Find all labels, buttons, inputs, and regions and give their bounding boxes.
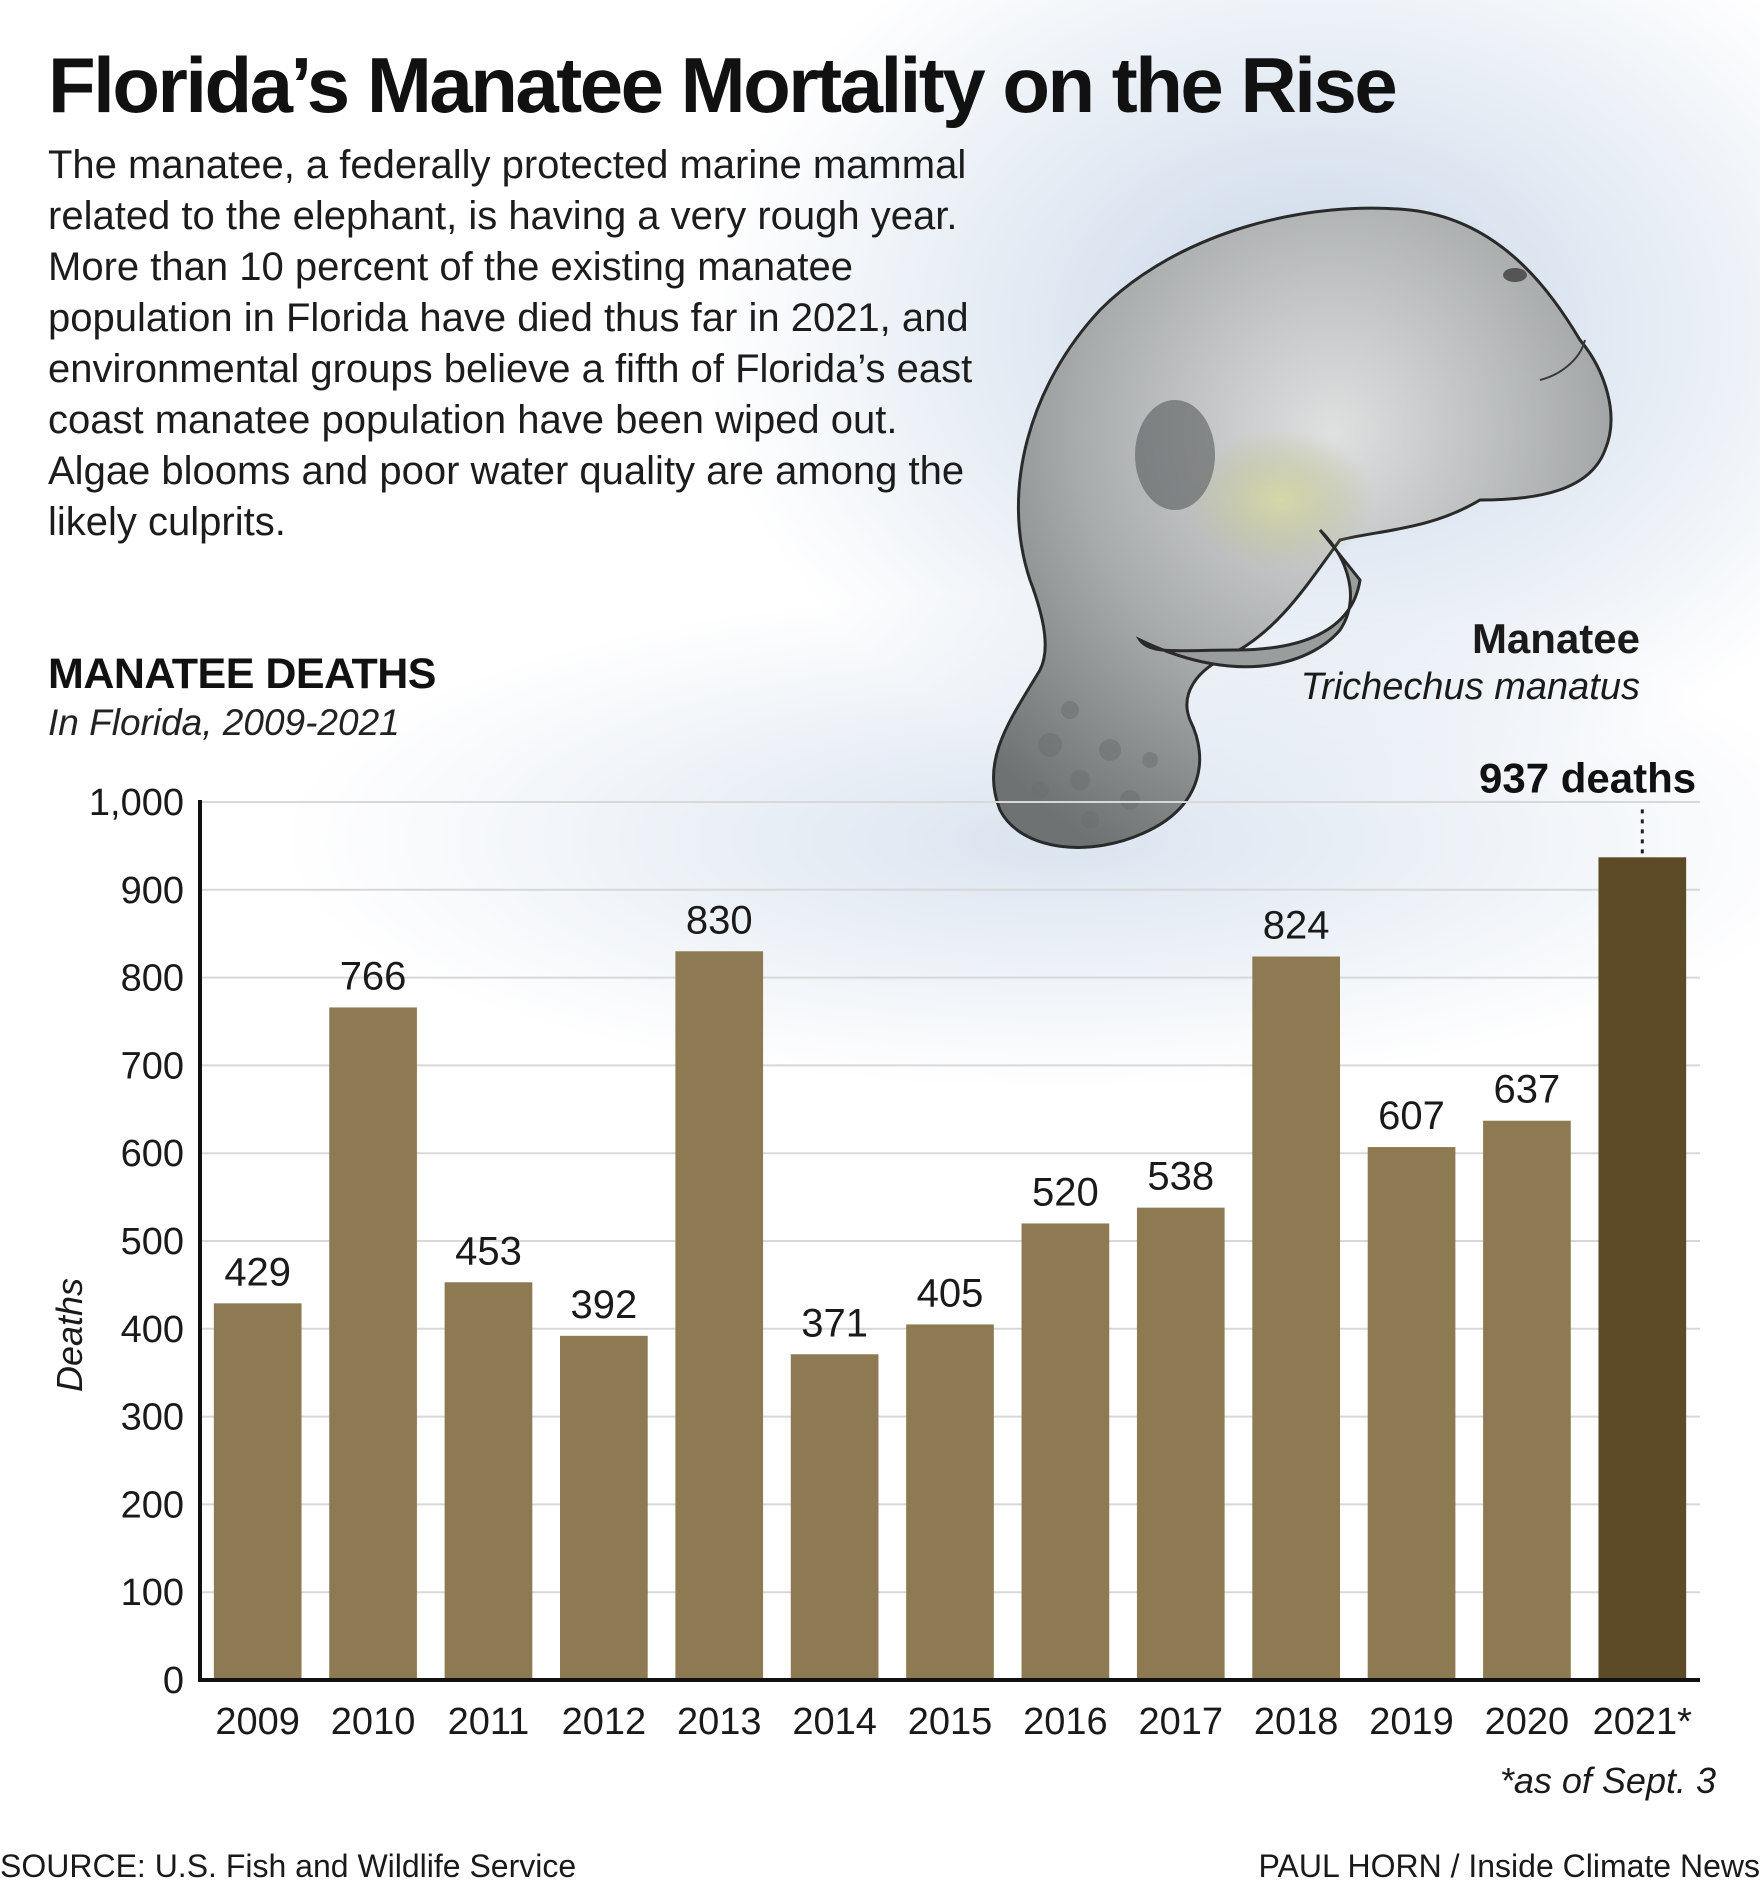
value-labels: 429 766 453 392 830 371 405 520 538 824 607 637 937 …	[224, 760, 1696, 1345]
bar	[1483, 1120, 1571, 1680]
bar	[444, 1282, 533, 1680]
bar	[1136, 1207, 1225, 1680]
value-label: 392	[570, 1283, 637, 1327]
manatee-illustration	[992, 206, 1613, 849]
bar	[1367, 1147, 1456, 1680]
x-tick-label: 2017	[1138, 1701, 1223, 1743]
y-tick-label: 900	[121, 870, 184, 912]
source-note: SOURCE: U.S. Fish and Wildlife Service	[0, 1848, 577, 1884]
bar	[1021, 1223, 1110, 1680]
bar	[1252, 956, 1340, 1680]
value-label: 371	[801, 1301, 868, 1345]
y-tick-label: 600	[121, 1133, 184, 1175]
bar-chart: 429 766 453 392 830 371 405 520 538 824 607 637 937 …	[49, 760, 1700, 1743]
x-tick-label: 2013	[677, 1701, 762, 1743]
y-tick-label: 1,000	[89, 782, 184, 824]
x-tick-label: 2020	[1485, 1701, 1570, 1743]
manatee-scientific-name: Trichechus manatus	[1300, 666, 1640, 708]
value-label: 520	[1032, 1170, 1099, 1214]
x-tick-label: 2009	[215, 1701, 300, 1743]
value-label: 453	[455, 1229, 522, 1273]
x-tick-label: 2021*	[1593, 1701, 1693, 1743]
chart-subtitle: In Florida, 2009-2021	[48, 702, 400, 743]
x-tick-label: 2015	[908, 1701, 993, 1743]
intro-paragraph: The manatee, a federally protected marin…	[48, 143, 973, 544]
y-axis-title: Deaths	[49, 1278, 90, 1392]
highlight-label: 937 deaths	[1479, 760, 1696, 801]
page-title: Florida’s Manatee Mortality on the Rise	[48, 41, 1398, 129]
bar	[213, 1303, 302, 1680]
y-tick-label: 500	[121, 1221, 184, 1263]
bars	[213, 857, 1687, 1680]
value-label: 429	[224, 1250, 291, 1294]
y-tick-label: 400	[121, 1309, 184, 1351]
y-tick-label: 800	[121, 958, 184, 1000]
bar	[790, 1354, 879, 1680]
x-tick-label: 2010	[331, 1701, 416, 1743]
x-tick-label: 2019	[1369, 1701, 1454, 1743]
bar	[329, 1007, 417, 1680]
y-tick-label: 200	[121, 1484, 184, 1526]
x-tick-label: 2011	[448, 1701, 530, 1743]
credit-note: PAUL HORN / Inside Climate News	[1258, 1848, 1760, 1884]
x-tick-label: 2012	[562, 1701, 647, 1743]
bar	[560, 1335, 648, 1680]
x-tick-label: 2018	[1254, 1701, 1339, 1743]
chart-title: MANATEE DEATHS	[48, 650, 436, 698]
value-label: 538	[1147, 1155, 1214, 1199]
y-tick-label: 300	[121, 1397, 184, 1439]
bar	[906, 1324, 994, 1680]
value-label: 766	[340, 954, 407, 998]
x-tick-label: 2014	[792, 1701, 877, 1743]
bar	[675, 951, 764, 1680]
y-tick-label: 700	[121, 1045, 184, 1087]
y-tick-label: 100	[121, 1572, 184, 1614]
manatee-name-label: Manatee	[1471, 615, 1640, 662]
value-label: 405	[917, 1271, 984, 1315]
y-tick-label: 0	[163, 1660, 184, 1702]
value-label: 607	[1378, 1094, 1445, 1138]
x-tick-label: 2016	[1023, 1701, 1108, 1743]
axes: 0 100 200 300 400 500 600 700 800 900 1,000 2009 201…	[89, 782, 1700, 1743]
bar	[1598, 857, 1687, 1680]
value-label: 637	[1494, 1068, 1561, 1112]
value-label: 824	[1263, 904, 1330, 948]
value-label: 830	[686, 898, 753, 942]
footnote: *as of Sept. 3	[1499, 1760, 1716, 1801]
